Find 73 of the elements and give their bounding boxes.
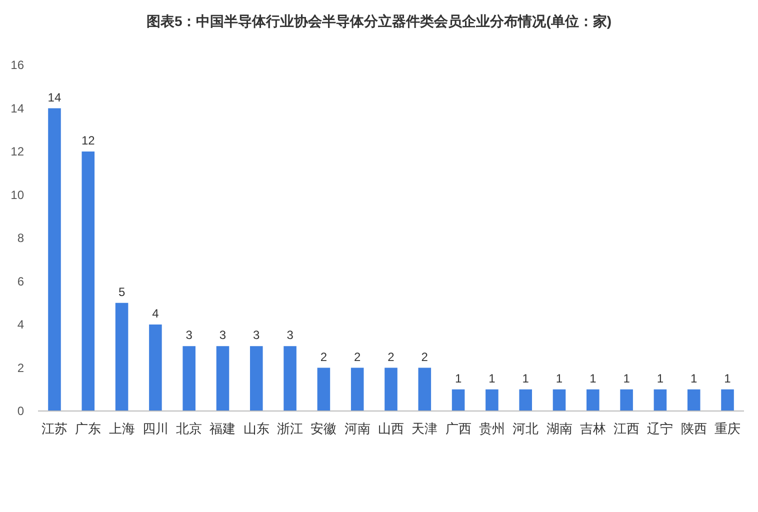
x-tick-label: 辽宁 bbox=[647, 421, 674, 436]
x-tick-label: 山西 bbox=[378, 421, 404, 436]
data-label: 3 bbox=[253, 328, 260, 342]
bar bbox=[82, 152, 95, 411]
x-tick-label: 四川 bbox=[142, 421, 168, 436]
x-tick-label: 广西 bbox=[445, 421, 472, 436]
data-label: 2 bbox=[388, 350, 395, 364]
data-label: 12 bbox=[81, 134, 96, 148]
x-tick-label: 上海 bbox=[108, 421, 135, 436]
bar bbox=[317, 368, 330, 411]
x-tick-label: 重庆 bbox=[714, 421, 741, 436]
bar bbox=[486, 389, 498, 411]
bar bbox=[620, 389, 633, 411]
x-tick-label: 吉林 bbox=[580, 421, 606, 436]
data-label: 1 bbox=[488, 371, 496, 386]
bar bbox=[350, 368, 364, 411]
bar bbox=[250, 346, 263, 411]
bar bbox=[519, 389, 532, 411]
data-label: 1 bbox=[724, 371, 732, 386]
x-tick-label: 北京 bbox=[176, 421, 202, 436]
chart-title: 图表5：中国半导体行业协会半导体分立器件类会员企业分布情况(单位：家) bbox=[146, 13, 612, 29]
bar bbox=[452, 389, 465, 411]
data-label: 4 bbox=[152, 306, 160, 320]
data-label: 1 bbox=[656, 371, 664, 386]
y-tick-label: 0 bbox=[17, 404, 24, 418]
y-tick-label: 16 bbox=[10, 58, 24, 72]
bar bbox=[115, 302, 128, 411]
data-label: 14 bbox=[48, 90, 62, 104]
y-tick-label: 6 bbox=[17, 274, 24, 288]
data-label: 1 bbox=[522, 371, 530, 386]
data-label: 3 bbox=[286, 328, 294, 342]
y-tick-label: 14 bbox=[10, 101, 24, 116]
x-tick-label: 山东 bbox=[243, 421, 270, 436]
bar bbox=[384, 368, 398, 411]
data-label: 3 bbox=[186, 328, 193, 342]
data-label: 2 bbox=[421, 350, 428, 364]
data-label: 5 bbox=[118, 284, 126, 299]
x-tick-label: 河北 bbox=[512, 421, 539, 436]
bar bbox=[48, 108, 61, 411]
x-tick-label: 河南 bbox=[344, 421, 370, 436]
x-tick-label: 湖南 bbox=[546, 421, 572, 436]
bar bbox=[182, 346, 196, 411]
bar bbox=[418, 368, 432, 411]
x-tick-label: 江西 bbox=[614, 421, 640, 436]
data-label: 2 bbox=[354, 350, 362, 364]
bar bbox=[586, 389, 600, 411]
y-tick-label: 12 bbox=[10, 144, 24, 159]
bar bbox=[284, 346, 296, 411]
x-tick-label: 江苏 bbox=[41, 421, 68, 436]
data-label: 1 bbox=[623, 371, 630, 386]
data-label: 1 bbox=[556, 371, 563, 386]
bar bbox=[721, 389, 734, 411]
x-tick-label: 贵州 bbox=[478, 421, 505, 436]
data-label: 1 bbox=[454, 371, 462, 386]
data-label: 1 bbox=[690, 371, 698, 386]
x-tick-label: 广东 bbox=[75, 421, 102, 436]
data-label: 2 bbox=[320, 350, 328, 364]
bar bbox=[654, 389, 667, 411]
y-tick-label: 4 bbox=[17, 318, 24, 332]
bar bbox=[149, 324, 162, 411]
y-tick-label: 2 bbox=[17, 360, 24, 375]
y-tick-label: 8 bbox=[17, 231, 24, 246]
data-label: 1 bbox=[590, 371, 597, 386]
x-tick-label: 安徽 bbox=[310, 421, 337, 436]
x-tick-label: 福建 bbox=[210, 421, 236, 436]
x-tick-label: 天津 bbox=[412, 421, 438, 436]
y-tick-label: 10 bbox=[10, 188, 24, 202]
data-label: 3 bbox=[219, 328, 226, 342]
x-tick-label: 浙江 bbox=[277, 421, 304, 436]
x-tick-label: 陕西 bbox=[680, 421, 707, 436]
bar bbox=[687, 389, 700, 411]
bar bbox=[552, 389, 566, 411]
bar bbox=[216, 346, 230, 411]
